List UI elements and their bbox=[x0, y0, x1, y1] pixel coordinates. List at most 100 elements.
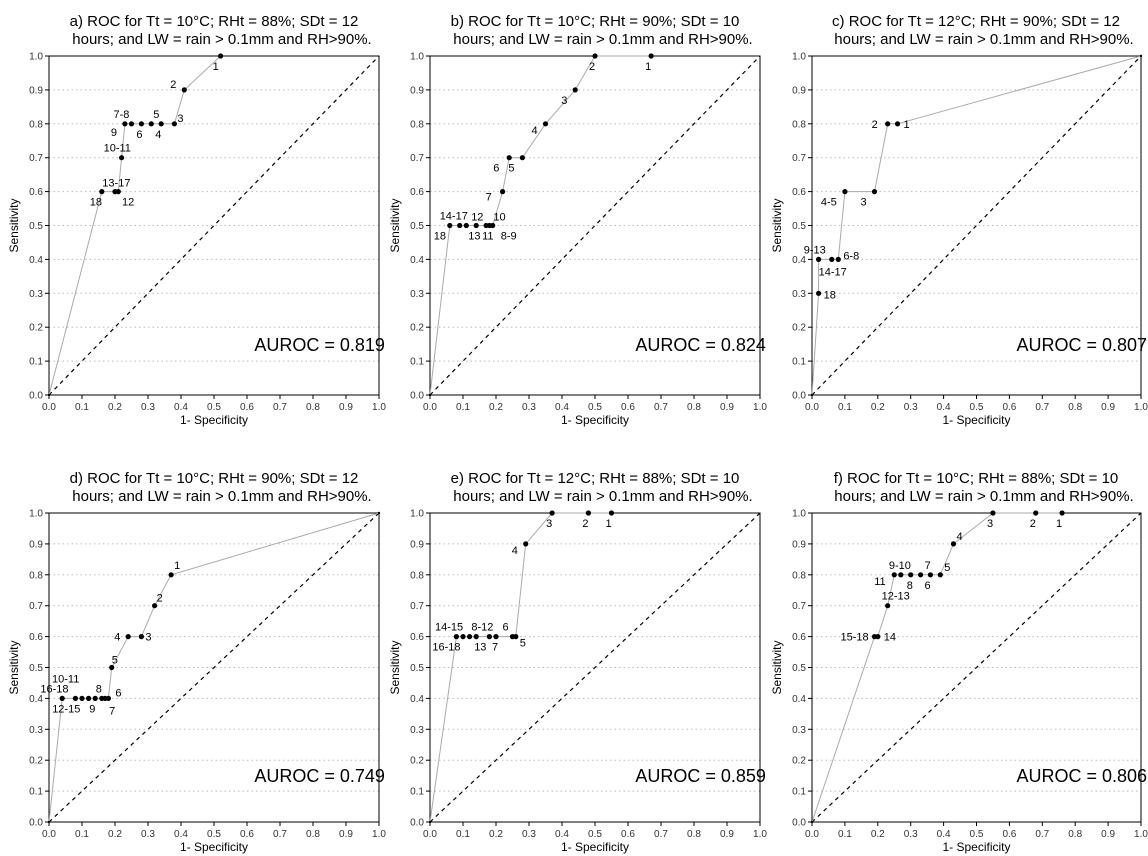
roc-curve-line bbox=[811, 512, 1062, 823]
roc-point bbox=[950, 541, 957, 547]
x-tick-label: 0.8 bbox=[306, 829, 320, 840]
reference-diagonal bbox=[811, 55, 1142, 396]
y-tick-label: 0.9 bbox=[29, 85, 43, 96]
threshold-label: 18 bbox=[434, 231, 446, 243]
roc-endpoint bbox=[47, 393, 51, 397]
x-tick-label: 0.4 bbox=[555, 829, 569, 840]
roc-point bbox=[59, 695, 65, 702]
threshold-label: 5 bbox=[153, 109, 159, 121]
x-tick-label: 0.2 bbox=[489, 402, 503, 413]
x-tick-label: 0.3 bbox=[522, 402, 536, 413]
threshold-label: 10-11 bbox=[52, 673, 79, 685]
x-tick-label: 0.3 bbox=[904, 402, 918, 413]
y-tick-label: 0.5 bbox=[410, 221, 424, 232]
y-tick-label: 0.6 bbox=[29, 632, 43, 643]
y-tick-label: 0.1 bbox=[29, 357, 43, 368]
roc-point bbox=[109, 664, 115, 671]
roc-point bbox=[92, 695, 98, 702]
roc-endpoint bbox=[810, 820, 814, 824]
roc-point bbox=[937, 572, 943, 578]
y-tick-label: 0.9 bbox=[410, 539, 424, 550]
panel-title-line1: d) ROC for Tt = 10°C; RHt = 90%; SDt = 1… bbox=[70, 470, 359, 487]
y-axis-label: Sensitivity bbox=[388, 198, 402, 252]
y-tick-label: 0.4 bbox=[792, 255, 806, 266]
y-tick-label: 0.6 bbox=[29, 187, 43, 198]
roc-panel-c: c) ROC for Tt = 12°C; RHt = 90%; SDt = 1… bbox=[770, 13, 1148, 427]
y-tick-label: 0.7 bbox=[410, 601, 424, 612]
x-tick-label: 0.7 bbox=[273, 829, 287, 840]
x-tick-label: 0.2 bbox=[871, 829, 885, 840]
threshold-label: 16-18 bbox=[432, 642, 460, 654]
y-tick-label: 1.0 bbox=[792, 52, 806, 63]
roc-point bbox=[457, 222, 463, 229]
y-tick-label: 0.9 bbox=[792, 85, 806, 96]
panel-title-line1: e) ROC for Tt = 12°C; RHt = 88%; SDt = 1… bbox=[451, 470, 740, 487]
y-tick-label: 0.1 bbox=[410, 787, 424, 798]
y-tick-label: 0.4 bbox=[410, 255, 424, 266]
threshold-label: 12-15 bbox=[52, 703, 80, 715]
threshold-label: 3 bbox=[546, 518, 552, 530]
threshold-label: 12 bbox=[122, 197, 134, 209]
panel-title-line2: hours; and LW = rain > 0.1mm and RH>90%. bbox=[72, 31, 371, 48]
threshold-label: 9-13 bbox=[804, 244, 826, 256]
threshold-label: 2 bbox=[157, 593, 163, 605]
y-tick-label: 0.8 bbox=[410, 570, 424, 581]
threshold-label: 14-15 bbox=[435, 622, 463, 634]
roc-point bbox=[463, 222, 469, 229]
x-axis-label: 1- Specificity bbox=[180, 413, 248, 427]
x-tick-label: 0.0 bbox=[42, 829, 56, 840]
y-tick-label: 0.3 bbox=[410, 725, 424, 736]
roc-point bbox=[148, 121, 154, 127]
threshold-label: 13-17 bbox=[102, 178, 130, 190]
panel-title-line1: a) ROC for Tt = 10°C; RHt = 88%; SDt = 1… bbox=[70, 13, 359, 30]
y-tick-label: 0.5 bbox=[29, 221, 43, 232]
x-tick-label: 0.6 bbox=[240, 402, 254, 413]
threshold-label: 7 bbox=[492, 642, 498, 654]
threshold-label: 14-17 bbox=[440, 211, 468, 223]
threshold-label: 6 bbox=[924, 580, 930, 592]
panel-title-line2: hours; and LW = rain > 0.1mm and RH>90%. bbox=[834, 488, 1133, 505]
threshold-label: 6-8 bbox=[843, 250, 859, 262]
auroc-label: AUROC = 0.859 bbox=[635, 766, 766, 786]
threshold-label: 16-18 bbox=[40, 683, 68, 695]
threshold-label: 2 bbox=[582, 518, 588, 530]
x-tick-label: 0.6 bbox=[621, 402, 635, 413]
x-tick-label: 0.8 bbox=[1068, 402, 1082, 413]
y-tick-label: 0.1 bbox=[792, 787, 806, 798]
auroc-label: AUROC = 0.807 bbox=[1016, 335, 1147, 355]
y-tick-label: 1.0 bbox=[29, 509, 43, 520]
threshold-label: 3 bbox=[861, 197, 867, 209]
x-tick-label: 1.0 bbox=[1134, 402, 1148, 413]
x-tick-label: 0.4 bbox=[174, 829, 188, 840]
roc-point bbox=[447, 222, 453, 229]
roc-point bbox=[885, 603, 891, 609]
threshold-label: 1 bbox=[904, 119, 910, 131]
x-tick-label: 0.7 bbox=[273, 402, 287, 413]
threshold-label: 4 bbox=[956, 531, 962, 543]
roc-point bbox=[585, 510, 592, 516]
roc-point bbox=[917, 572, 924, 578]
roc-point bbox=[128, 121, 135, 127]
threshold-label: 4 bbox=[512, 545, 518, 557]
threshold-label: 13 bbox=[474, 642, 486, 654]
threshold-label: 1 bbox=[174, 560, 180, 572]
roc-point bbox=[908, 572, 914, 578]
roc-point bbox=[506, 155, 512, 161]
roc-point bbox=[927, 572, 934, 578]
threshold-label: 12 bbox=[471, 212, 483, 224]
threshold-label: 9 bbox=[111, 127, 117, 139]
x-tick-label: 0.1 bbox=[75, 829, 89, 840]
threshold-label: 15-18 bbox=[841, 632, 869, 644]
roc-point bbox=[473, 222, 479, 229]
roc-point bbox=[500, 189, 506, 195]
roc-point bbox=[218, 53, 224, 59]
x-tick-label: 0.6 bbox=[621, 829, 635, 840]
reference-diagonal bbox=[48, 55, 380, 396]
y-tick-label: 0.5 bbox=[792, 221, 806, 232]
y-tick-label: 0.2 bbox=[29, 756, 43, 767]
y-tick-label: 1.0 bbox=[29, 52, 43, 63]
roc-panel-d: d) ROC for Tt = 10°C; RHt = 90%; SDt = 1… bbox=[7, 470, 386, 854]
roc-point bbox=[891, 572, 897, 578]
threshold-label: 8-12 bbox=[471, 622, 493, 634]
y-tick-label: 0.9 bbox=[792, 539, 806, 550]
